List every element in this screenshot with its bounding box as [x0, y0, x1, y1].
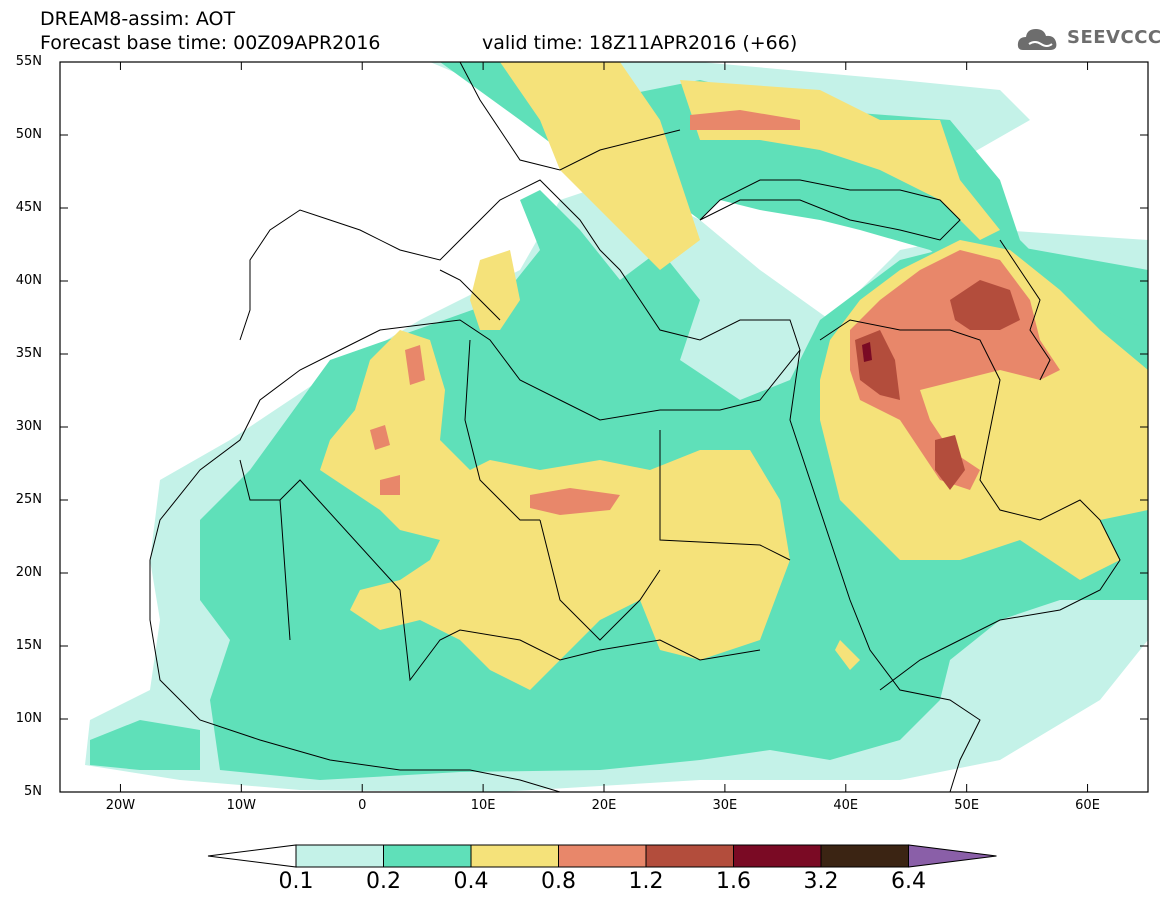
cloud-logo-icon — [1017, 29, 1057, 50]
colorbar-level-label: 0.4 — [453, 869, 489, 894]
lon-label: 40E — [833, 798, 859, 813]
colorbar-swatch — [733, 844, 822, 868]
colorbar-swatch — [295, 844, 384, 868]
colorbar-level-label: 3.2 — [803, 869, 839, 894]
colorbar-level-label: 0.8 — [541, 869, 576, 894]
colorbar-level-label: 1.6 — [716, 869, 751, 894]
lon-label: 10E — [470, 798, 496, 813]
colorbar-level-label: 6.4 — [891, 869, 926, 894]
colorbar-swatch — [820, 844, 909, 868]
lon-label: 20E — [591, 798, 617, 813]
lat-label: 10N — [15, 711, 42, 726]
colorbar-swatch — [645, 844, 734, 868]
lat-label: 50N — [15, 127, 42, 142]
lat-label: 55N — [15, 54, 42, 69]
lon-label: 0 — [358, 798, 367, 813]
coastlines — [149, 62, 1121, 792]
colorbar-swatch — [470, 844, 559, 868]
colorbar-swatch — [558, 844, 647, 868]
colorbar-level-label: 1.2 — [628, 869, 664, 894]
lon-label: 30E — [712, 798, 738, 813]
logo-text: SEEVCCC — [1067, 27, 1162, 48]
lat-label: 25N — [15, 492, 42, 507]
lat-label: 30N — [15, 419, 42, 434]
lat-label: 45N — [15, 200, 42, 215]
lat-label: 35N — [15, 346, 42, 361]
colorbar-over-arrow — [908, 844, 997, 868]
colorbar-level-label: 0.2 — [366, 869, 401, 894]
valid-time: valid time: 18Z11APR2016 (+66) — [482, 32, 798, 54]
lon-label: 10W — [226, 798, 257, 813]
colorbar-swatch — [383, 844, 472, 868]
lon-label: 60E — [1075, 798, 1100, 813]
lat-label: 15N — [15, 638, 42, 653]
colorbar-level-label: 0.1 — [278, 869, 314, 894]
lon-label: 20W — [105, 798, 136, 813]
forecast-base-time: Forecast base time: 00Z09APR2016 — [40, 32, 381, 54]
lat-label: 20N — [15, 565, 42, 580]
colorbar-under-arrow — [207, 844, 297, 868]
lat-label: 5N — [24, 784, 42, 799]
axis-ticks — [60, 61, 1148, 793]
lat-label: 40N — [15, 273, 42, 288]
aot-level-1-6 — [862, 342, 872, 362]
lon-label: 50E — [954, 798, 980, 813]
aot-field — [85, 62, 1148, 792]
map-title: DREAM8-assim: AOT — [40, 8, 236, 30]
